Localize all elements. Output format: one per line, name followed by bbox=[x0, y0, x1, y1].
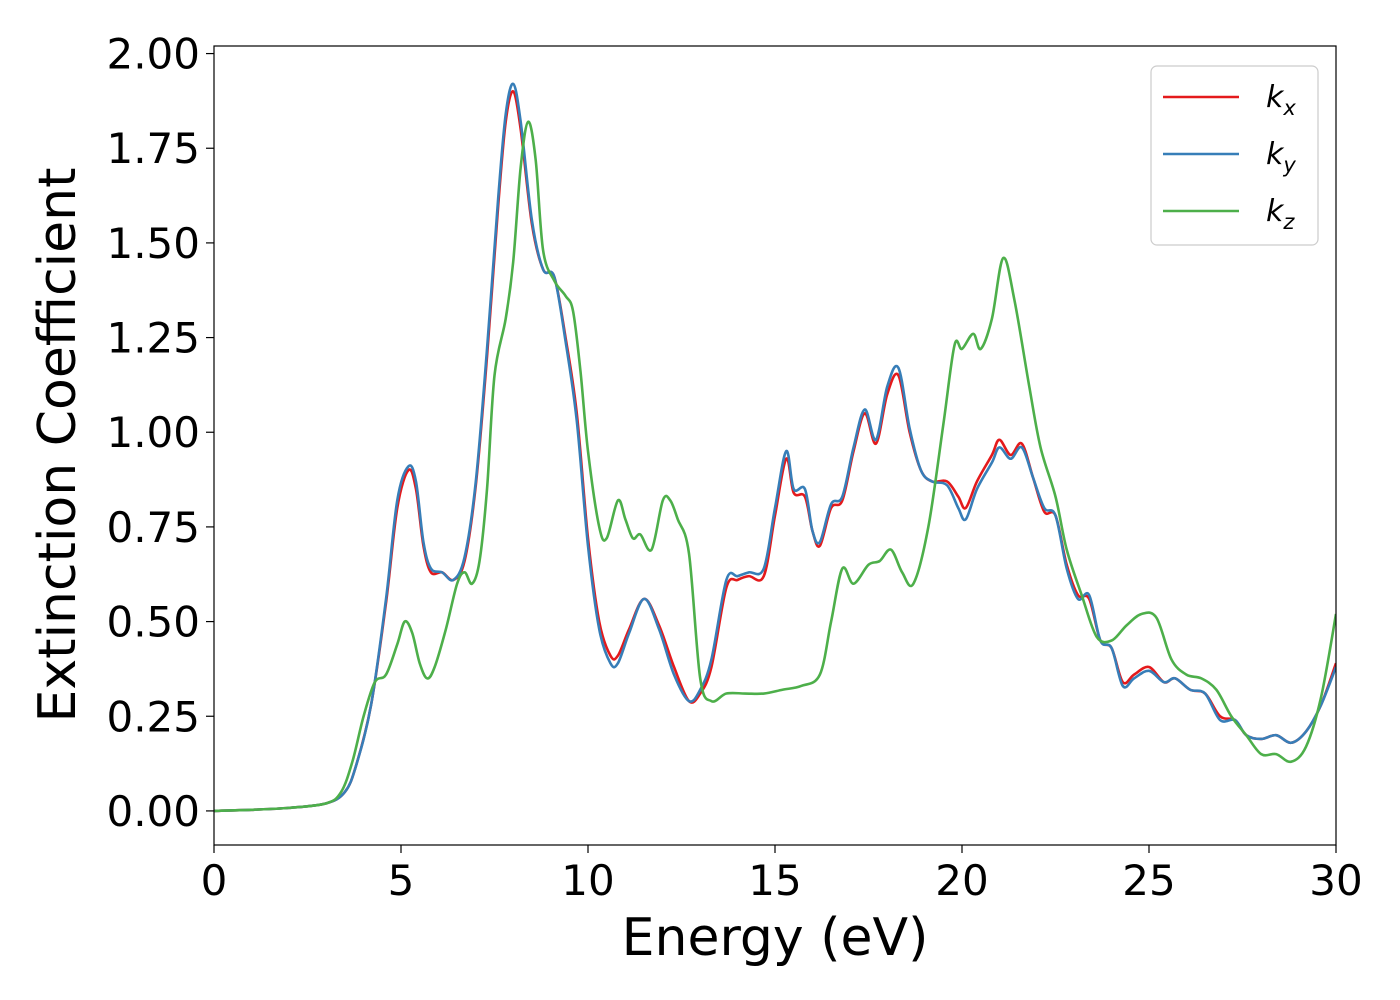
y-axis-label: Extinction Coefficient bbox=[28, 168, 88, 723]
x-axis: 0 5 10 15 20 25 30 bbox=[201, 845, 1363, 905]
x-tick-label: 0 bbox=[201, 856, 228, 905]
x-axis-label: Energy (eV) bbox=[622, 908, 929, 968]
legend-box bbox=[1150, 65, 1319, 246]
legend: kx ky kz bbox=[1150, 65, 1319, 246]
y-tick-label: 1.50 bbox=[106, 219, 200, 268]
x-tick-label: 25 bbox=[1122, 856, 1175, 905]
x-tick-label: 20 bbox=[935, 856, 988, 905]
y-tick-label: 0.75 bbox=[106, 503, 200, 552]
x-tick-label: 15 bbox=[748, 856, 801, 905]
legend-label-kx: kx bbox=[1266, 80, 1296, 120]
y-tick-label: 0.25 bbox=[106, 692, 200, 741]
y-axis: 0.00 0.25 0.50 0.75 1.00 1.25 1.50 1.75 2.00 bbox=[106, 30, 214, 836]
y-tick-label: 1.00 bbox=[106, 408, 200, 457]
x-tick-label: 30 bbox=[1309, 856, 1362, 905]
y-tick-label: 0.50 bbox=[106, 598, 200, 647]
y-tick-label: 1.25 bbox=[106, 314, 200, 363]
series-layer bbox=[214, 82, 1336, 813]
legend-label-ky: ky bbox=[1266, 137, 1296, 177]
x-tick-label: 10 bbox=[561, 856, 614, 905]
y-tick-label: 2.00 bbox=[106, 30, 200, 79]
y-tick-label: 0.00 bbox=[106, 787, 200, 836]
legend-label-kz: kz bbox=[1266, 194, 1295, 234]
x-tick-label: 5 bbox=[388, 856, 415, 905]
series-line-ky bbox=[214, 82, 1336, 813]
y-tick-label: 1.75 bbox=[106, 124, 200, 173]
series-line-kz bbox=[214, 120, 1336, 813]
